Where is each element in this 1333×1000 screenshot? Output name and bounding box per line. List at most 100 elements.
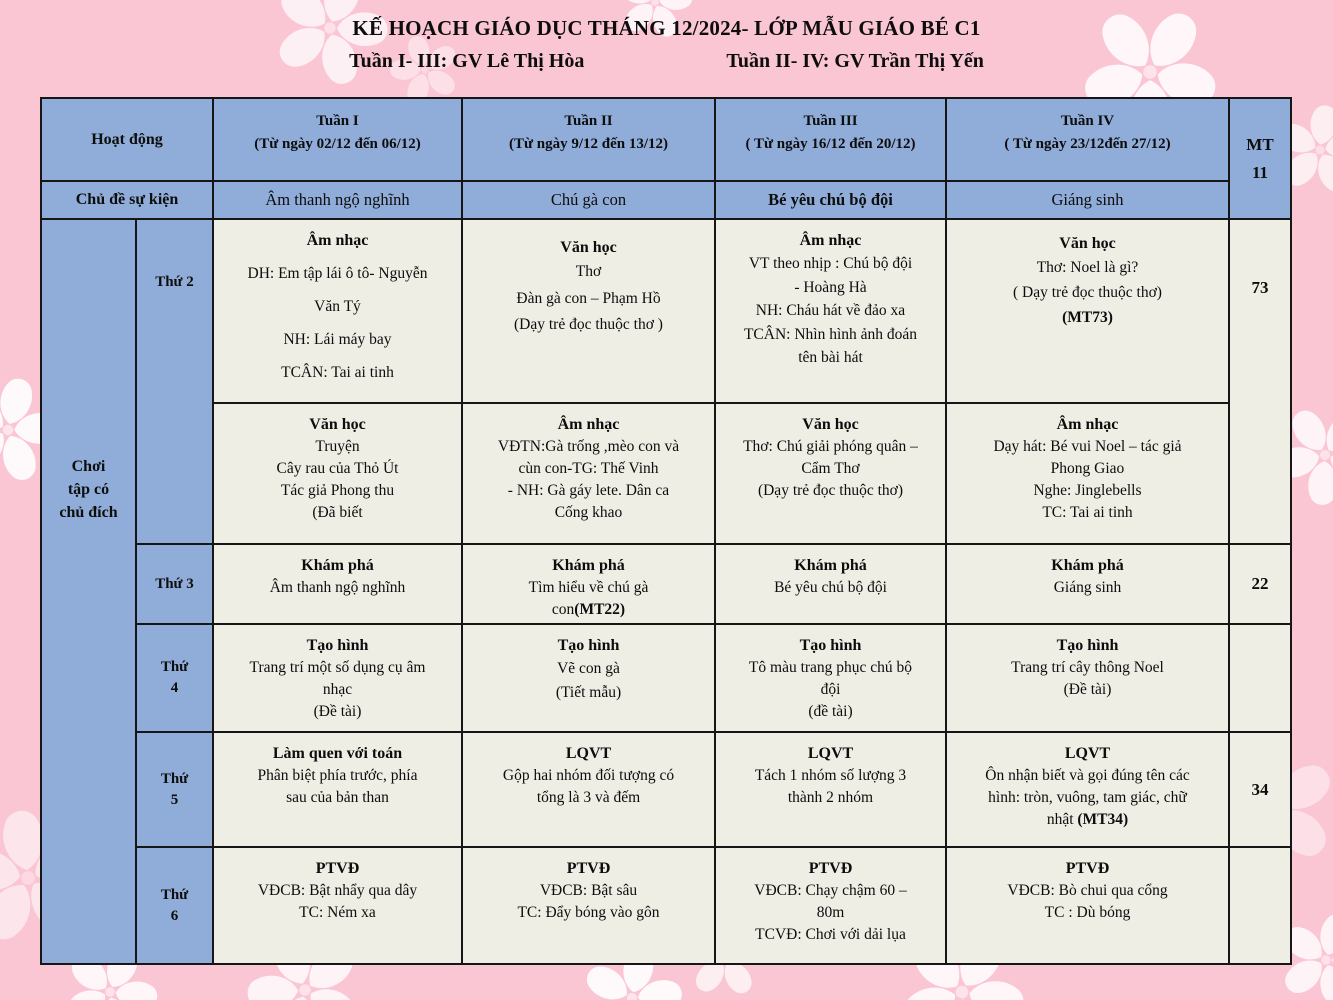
cell-title: PTVĐ (315, 860, 360, 877)
theme-week-1: Âm thanh ngộ nghĩnh (214, 182, 461, 218)
week-3-title: Tuần III (803, 113, 858, 129)
cell-title: Tạo hình (306, 637, 369, 654)
cell-title: Văn học (560, 239, 617, 256)
theme-week-3: Bé yêu chú bộ đội (716, 182, 945, 218)
week-4-dates: ( Từ ngày 23/12đến 27/12) (1004, 135, 1171, 152)
cell-body: VT theo nhịp : Chú bộ đội - Hoàng Hà NH: C… (743, 255, 918, 367)
mt-value-thu2: 73 (1230, 220, 1290, 543)
header-week-1: Tuần I (Từ ngày 02/12 đến 06/12) (214, 99, 461, 180)
activity-group-label: Chơi tập có chủ đích (42, 220, 135, 963)
day-label-thu2: Thứ 2 (137, 220, 212, 543)
cell-body: Thơ: Chú giải phóng quân – Cẩm Thơ (Dạy tr… (743, 438, 918, 500)
cell-body: VĐCB: Bật nhẩy qua dây TC: Ném xa (257, 882, 418, 922)
cell-thu3-week4: Khám phá Giáng sinh (947, 545, 1228, 623)
page-title: KẾ HOẠCH GIÁO DỤC THÁNG 12/2024- LỚP MẪU… (352, 16, 981, 40)
cell-thu2b-week3: Văn học Thơ: Chú giải phóng quân – Cẩm Th… (716, 404, 945, 543)
cell-title: LQVT (565, 745, 612, 762)
day-label-thu3: Thứ 3 (137, 545, 212, 623)
cell-title: Âm nhạc (799, 232, 862, 249)
cell-thu5-week4: LQVT Ôn nhận biết và gọi đúng tên các hìn… (947, 733, 1228, 846)
cell-thu3-week1: Khám phá Âm thanh ngộ nghĩnh (214, 545, 461, 623)
cell-title: Âm nhạc (557, 416, 620, 433)
cell-thu4-week4: Tạo hình Trang trí cây thông Noel (Đề tài… (947, 625, 1228, 731)
cell-thu2a-week1: Âm nhạc DH: Em tập lái ô tô- Nguyễn Văn T… (214, 220, 461, 402)
teacher-week-1-3: Tuần I- III: GV Lê Thị Hòa (349, 50, 585, 72)
day-label-thu4: Thứ 4 (137, 625, 212, 731)
cell-title: Khám phá (794, 557, 867, 574)
cell-body: Tìm hiểu về chú gà con(MT22) (528, 579, 649, 619)
cell-body: Ôn nhận biết và gọi đúng tên các hình: tr… (985, 767, 1190, 829)
cell-body: DH: Em tập lái ô tô- Nguyễn Văn Tý NH: Lái… (247, 265, 428, 381)
cell-title: Khám phá (301, 557, 374, 574)
cell-thu6-week1: PTVĐ VĐCB: Bật nhẩy qua dây TC: Ném xa (214, 848, 461, 963)
cell-body: Trang trí cây thông Noel (Đề tài) (1011, 659, 1164, 699)
cell-thu2b-week2: Âm nhạc VĐTN:Gà trống ,mèo con và cùn con… (463, 404, 714, 543)
cell-body: Giáng sinh (1053, 579, 1122, 597)
cell-body: Dạy hát: Bé vui Noel – tác giả Phong Giao… (993, 438, 1182, 522)
cell-title: PTVĐ (808, 860, 853, 877)
cell-body: VĐCB: Bò chui qua cổng TC : Dù bóng (1007, 882, 1168, 922)
cell-body: Trang trí một số dụng cụ âm nhạc (Đề tài) (249, 659, 426, 721)
cell-body: Tô màu trang phục chú bộ đội (đề tài) (748, 659, 913, 721)
cell-thu6-week4: PTVĐ VĐCB: Bò chui qua cổng TC : Dù bóng (947, 848, 1228, 963)
cell-body: Thơ: Noel là gì?( Dạy trẻ đọc thuộc thơ)… (1013, 259, 1162, 327)
cell-thu6-week3: PTVĐ VĐCB: Chạy chậm 60 –80m TCVĐ: Chơi v… (716, 848, 945, 963)
schedule-table: Hoạt động Tuần I (Từ ngày 02/12 đến 06/12… (40, 97, 1292, 965)
cell-thu2a-week3: Âm nhạc VT theo nhịp : Chú bộ đội - Hoàng… (716, 220, 945, 402)
header-activity: Hoạt động (42, 99, 212, 180)
week-2-dates: (Từ ngày 9/12 đến 13/12) (508, 135, 669, 152)
cell-body: Vẽ con gà (Tiết mẫu) (555, 660, 622, 701)
day-label-thu5: Thứ 5 (137, 733, 212, 846)
cell-thu5-week1: Làm quen với toán Phân biệt phía trước, … (214, 733, 461, 846)
cell-thu5-week3: LQVT Tách 1 nhóm số lượng 3 thành 2 nhóm (716, 733, 945, 846)
mt-value-thu6 (1230, 848, 1290, 963)
cell-body: Âm thanh ngộ nghĩnh (269, 579, 406, 597)
cell-title: LQVT (1064, 745, 1111, 762)
cell-title: Làm quen với toán (272, 745, 403, 762)
cell-body: VĐCB: Bật sâu TC: Đẩy bóng vào gôn (517, 882, 660, 922)
day-label-thu6: Thứ 6 (137, 848, 212, 963)
cell-thu3-week3: Khám phá Bé yêu chú bộ đội (716, 545, 945, 623)
cell-thu2b-week1: Văn học Truyện Cây rau của Thỏ Út Tác giả … (214, 404, 461, 543)
cell-title: Khám phá (1051, 557, 1124, 574)
theme-row-label: Chủ đề sự kiện (42, 182, 212, 218)
teacher-assignment: Tuần I- III: GV Lê Thị Hòa Tuần II- IV: … (0, 50, 1333, 73)
cell-title: Khám phá (552, 557, 625, 574)
header-week-2: Tuần II (Từ ngày 9/12 đến 13/12) (463, 99, 714, 180)
cell-thu3-week2: Khám phá Tìm hiểu về chú gà con(MT22) (463, 545, 714, 623)
cell-thu2a-week2: Văn học Thơ Đàn gà con – Phạm Hồ (Dạy trẻ … (463, 220, 714, 402)
cell-title: Âm nhạc (306, 232, 369, 249)
header-week-3: Tuần III ( Từ ngày 16/12 đến 20/12) (716, 99, 945, 180)
cell-body: Truyện Cây rau của Thỏ Út Tác giả Phong th… (276, 438, 399, 522)
cell-title: LQVT (807, 745, 854, 762)
cell-body: Thơ Đàn gà con – Phạm Hồ (Dạy trẻ đọc thuộ… (514, 263, 663, 333)
cell-thu4-week2: Tạo hình Vẽ con gà (Tiết mẫu) (463, 625, 714, 731)
cell-body: Tách 1 nhóm số lượng 3 thành 2 nhóm (754, 767, 907, 807)
header-mt: MT 11 (1230, 99, 1290, 218)
mt-value-thu4 (1230, 625, 1290, 731)
cell-thu2b-week4: Âm nhạc Dạy hát: Bé vui Noel – tác giả Ph… (947, 404, 1228, 543)
week-3-dates: ( Từ ngày 16/12 đến 20/12) (745, 135, 916, 152)
cell-title: Tạo hình (1056, 637, 1119, 654)
document-header: KẾ HOẠCH GIÁO DỤC THÁNG 12/2024- LỚP MẪU… (0, 16, 1333, 73)
header-week-4: Tuần IV ( Từ ngày 23/12đến 27/12) (947, 99, 1228, 180)
cell-title: Tạo hình (799, 637, 862, 654)
cell-title: PTVĐ (566, 860, 611, 877)
cell-title: Văn học (802, 416, 859, 433)
theme-week-4: Giáng sinh (947, 182, 1228, 218)
week-4-title: Tuần IV (1060, 113, 1115, 129)
cell-body: VĐCB: Chạy chậm 60 –80m TCVĐ: Chơi với dả… (754, 882, 907, 944)
cell-thu6-week2: PTVĐ VĐCB: Bật sâu TC: Đẩy bóng vào gôn (463, 848, 714, 963)
cell-title: Văn học (309, 416, 366, 433)
mt-value-thu3: 22 (1230, 545, 1290, 623)
week-1-title: Tuần I (316, 113, 359, 129)
cell-thu2a-week4: Văn học Thơ: Noel là gì?( Dạy trẻ đọc th… (947, 220, 1228, 402)
cell-thu4-week3: Tạo hình Tô màu trang phục chú bộ đội (đề … (716, 625, 945, 731)
week-2-title: Tuần II (564, 113, 613, 129)
cell-title: Tạo hình (557, 637, 620, 654)
cell-body: Gộp hai nhóm đối tượng có tổng là 3 và đế… (502, 767, 675, 807)
cell-body: Phân biệt phía trước, phía sau của bản th… (257, 767, 418, 807)
cell-title: PTVĐ (1065, 860, 1110, 877)
cell-body: Bé yêu chú bộ đội (774, 579, 887, 597)
mt-value-thu5: 34 (1230, 733, 1290, 846)
